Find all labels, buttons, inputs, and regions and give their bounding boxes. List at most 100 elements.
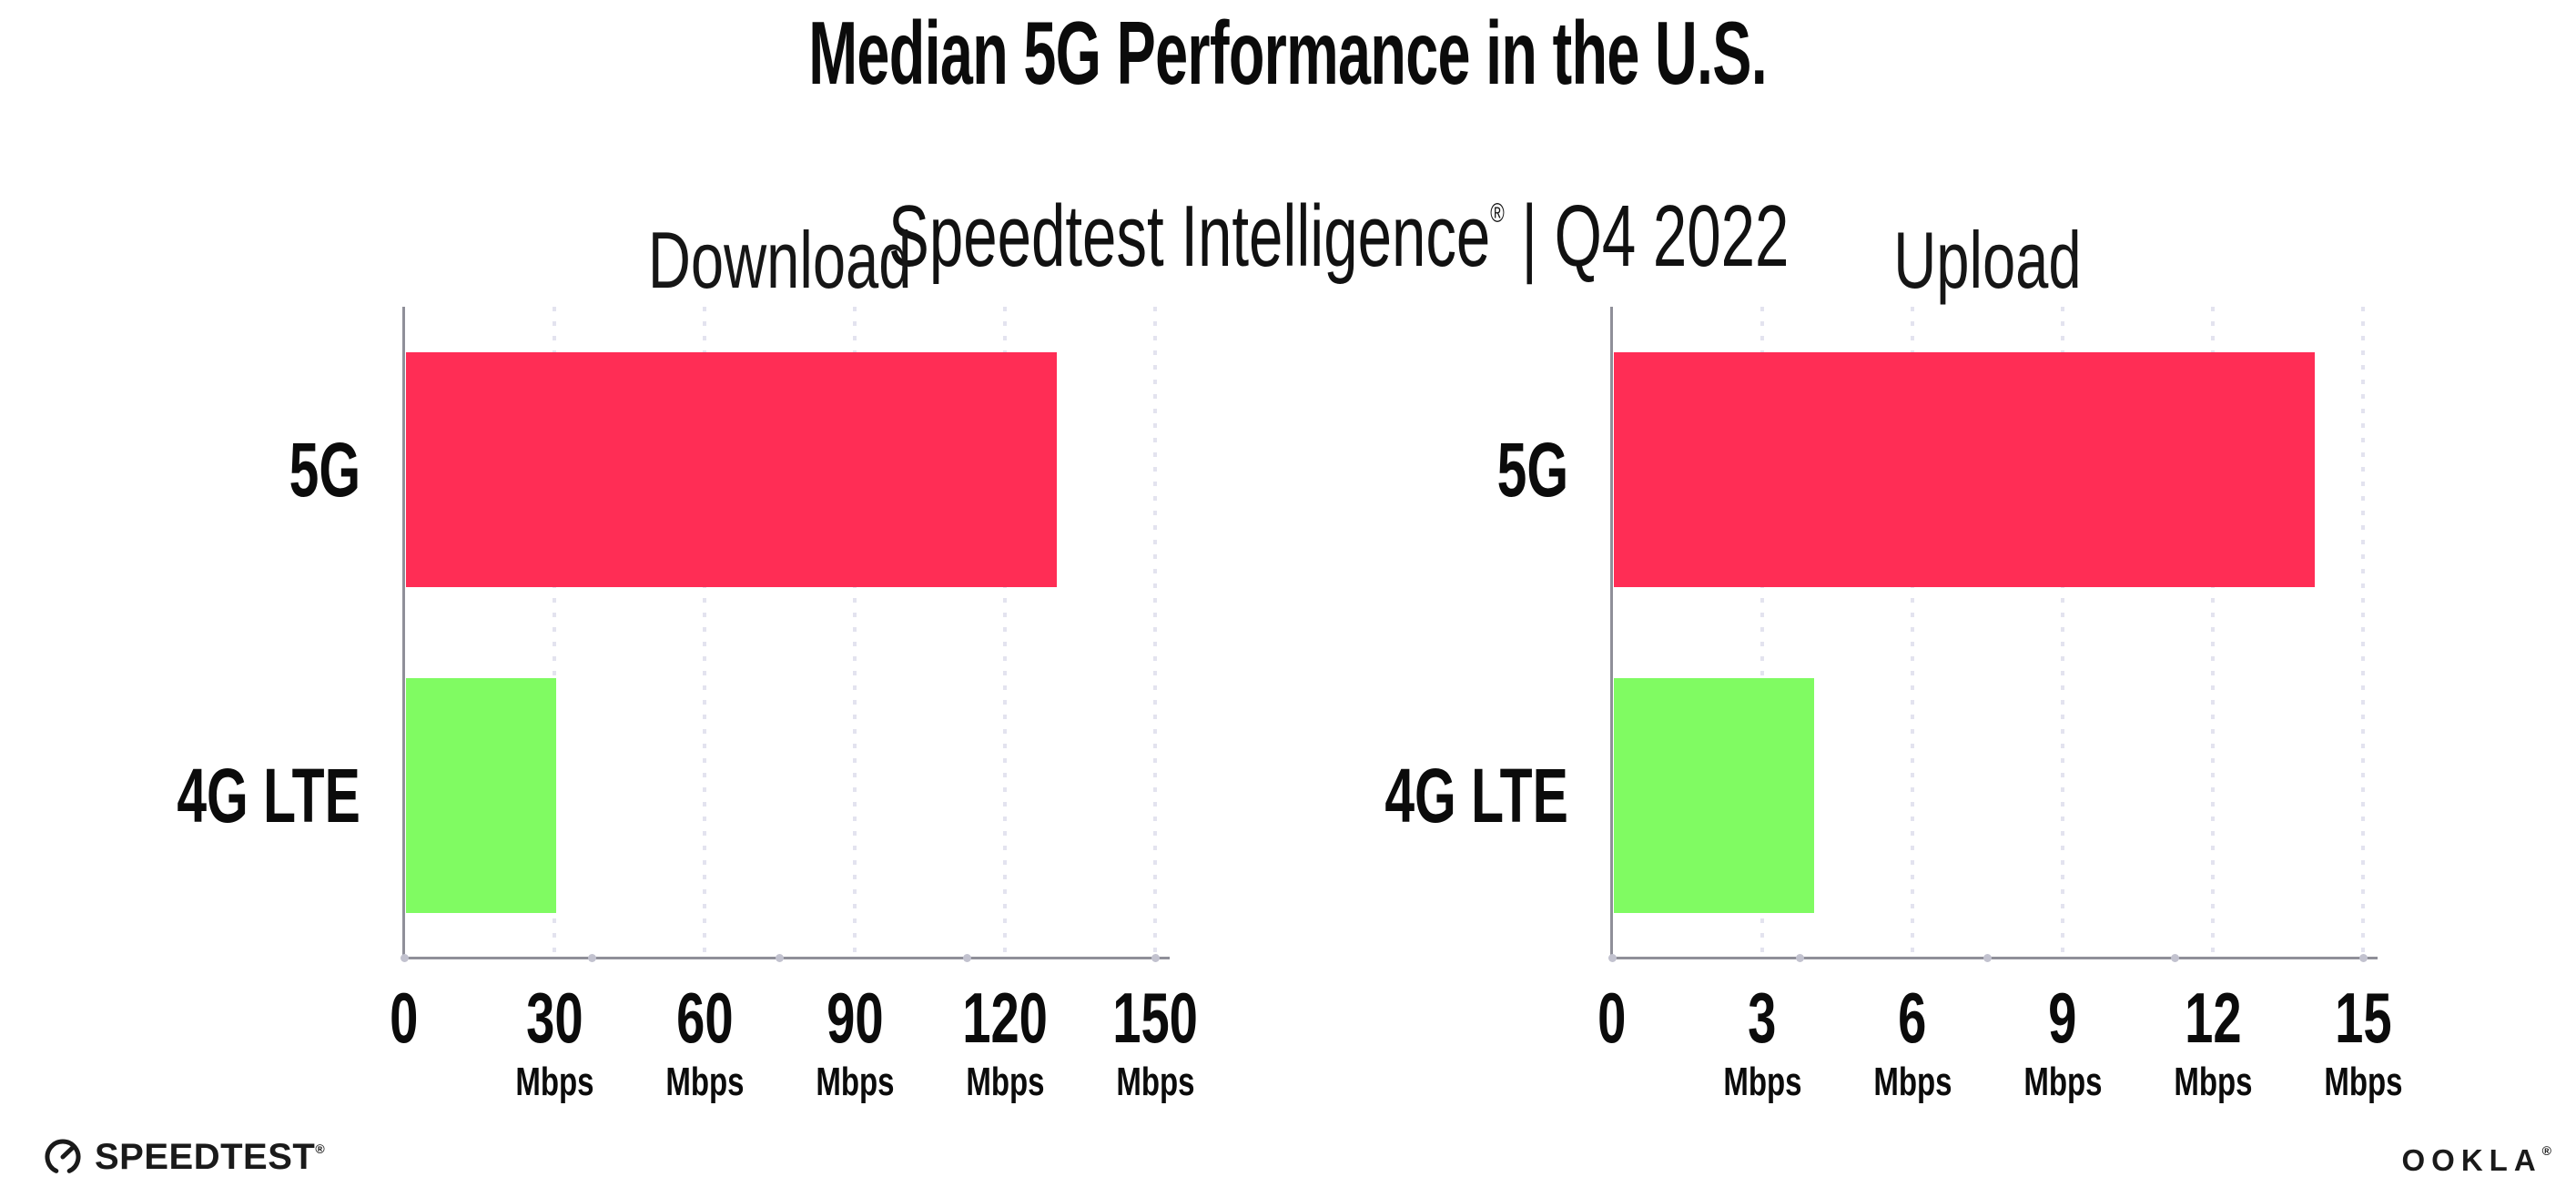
tick-label: 6 Mbps [1831,981,1994,1105]
registered-mark-icon: ® [1490,198,1506,228]
tick-unit-text: Mbps [664,1060,745,1104]
tick-number: 90 [773,981,937,1054]
axis-dot [963,954,972,962]
category-label-text: 4G LTE [1384,753,1568,838]
speedtest-registered-mark-icon: ® [315,1141,326,1156]
tick-unit: Mbps [773,1060,937,1105]
tick-number-text: 60 [675,978,734,1058]
tick-label: 3 Mbps [1680,981,1844,1105]
tick-number-text: 6 [1898,978,1927,1058]
bar-4g-lte [1614,678,1814,913]
tick-unit-text: Mbps [1115,1060,1195,1104]
gridline [1760,307,1764,959]
speedtest-wordmark: SPEEDTEST [95,1136,316,1177]
tick-number: 0 [322,981,486,1054]
tick-unit-text: Mbps [1722,1060,1802,1104]
chart-title-text: Upload [1893,215,2082,305]
gridline [703,307,706,959]
tick-unit: Mbps [623,1060,786,1105]
chart-title: Upload [1521,218,2454,302]
category-label: 4G LTE [1186,745,1568,847]
tick-unit-text: Mbps [2323,1060,2403,1104]
tick-number-text: 30 [525,978,583,1058]
tick-number: 12 [2131,981,2295,1054]
gridline [1003,307,1007,959]
axis-dot [1983,954,1992,962]
page-subtitle: Speedtest Intelligence® | Q4 2022 [0,89,2576,384]
subtitle-product: Speedtest Intelligence [888,188,1491,285]
tick-label: 30 Mbps [472,981,636,1105]
bar-5g [1614,352,2315,587]
speedtest-logo: SPEEDTEST® [42,1136,326,1178]
tick-number-text: 0 [390,978,419,1058]
tick-number-text: 9 [2048,978,2077,1058]
tick-label: 9 Mbps [1981,981,2145,1105]
tick-unit: Mbps [472,1060,636,1105]
category-label-text: 4G LTE [177,753,360,838]
tick-number: 15 [2281,981,2445,1054]
axis-dot [1795,954,1804,962]
bar-4g-lte [406,678,556,913]
chart-title-text: Download [647,215,912,305]
category-label: 4G LTE [0,745,360,847]
tick-label: 120 Mbps [923,981,1087,1105]
tick-number-text: 12 [2184,978,2242,1058]
chart-title: Download [313,218,1246,302]
tick-unit-text: Mbps [514,1060,594,1104]
axis-dot [587,954,596,962]
gridline [1153,307,1157,959]
x-axis [402,957,1170,959]
tick-number-text: 3 [1748,978,1777,1058]
tick-unit: Mbps [1981,1060,2145,1105]
tick-unit: Mbps [2281,1060,2445,1105]
tick-number-text: 150 [1112,978,1198,1058]
tick-number: 150 [1073,981,1237,1054]
tick-unit: Mbps [1073,1060,1237,1105]
ookla-registered-mark-icon: ® [2541,1143,2552,1158]
ookla-logo: OOKLA® [2402,1143,2553,1178]
tick-number: 3 [1680,981,1844,1054]
tick-label: 90 Mbps [773,981,937,1105]
tick-unit-text: Mbps [815,1060,895,1104]
tick-label: 0 [322,981,486,1054]
tick-label: 0 [1530,981,1694,1054]
tick-number-text: 90 [826,978,884,1058]
y-axis [402,307,405,960]
gridline [2211,307,2215,959]
y-axis [1610,307,1613,960]
tick-unit: Mbps [1831,1060,1994,1105]
axis-dot [1151,954,1160,962]
tick-unit-text: Mbps [1872,1060,1952,1104]
ookla-wordmark: OOKLA [2401,1143,2542,1177]
gridline [1911,307,1914,959]
axis-dot [400,954,409,962]
tick-unit: Mbps [923,1060,1087,1105]
axis-dot [776,954,784,962]
tick-number: 60 [623,981,786,1054]
tick-label: 15 Mbps [2281,981,2445,1105]
speedtest-gauge-icon [45,1139,81,1173]
tick-number-text: 120 [962,978,1048,1058]
gridline [2061,307,2064,959]
page-title-text: Median 5G Performance in the U.S. [808,3,1769,103]
tick-unit-text: Mbps [2173,1060,2253,1104]
tick-label: 12 Mbps [2131,981,2295,1105]
tick-label: 60 Mbps [623,981,786,1105]
tick-number-text: 15 [2334,978,2392,1058]
axis-dot [2358,954,2368,962]
tick-unit-text: Mbps [2023,1060,2103,1104]
bar-5g [406,352,1057,587]
tick-number: 9 [1981,981,2145,1054]
category-label: 5G [1186,419,1568,521]
speedtest-logo-text: SPEEDTEST® [95,1137,326,1178]
x-axis [1610,957,2378,959]
category-label: 5G [0,419,360,521]
gridline [553,307,556,959]
tick-number: 30 [472,981,636,1054]
subtitle-period: | Q4 2022 [1505,188,1790,285]
tick-unit: Mbps [1680,1060,1844,1105]
tick-number: 0 [1530,981,1694,1054]
gridline [2361,307,2365,959]
category-label-text: 5G [1496,427,1568,512]
